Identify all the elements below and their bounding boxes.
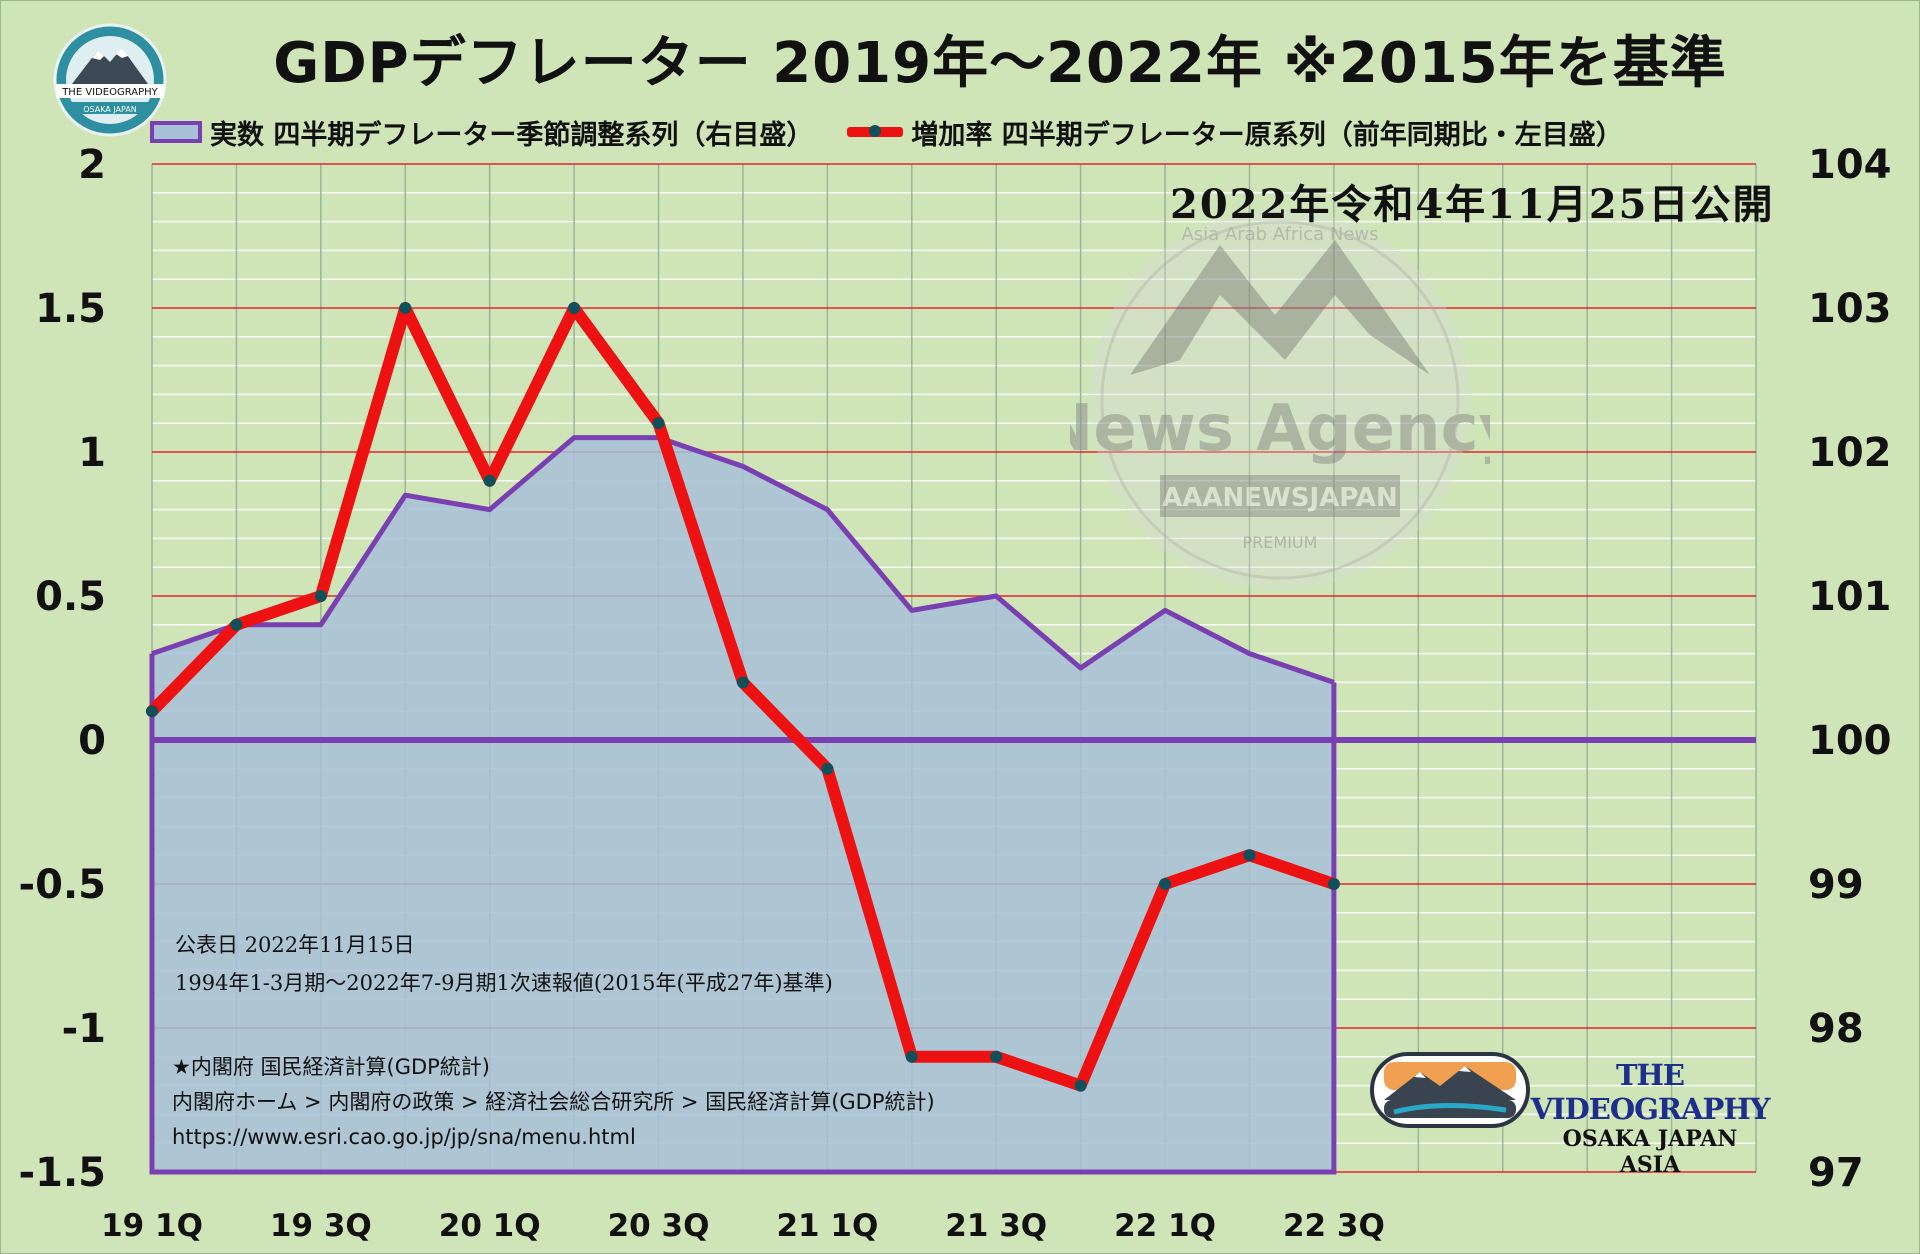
y-right-tick-label: 101	[1808, 574, 1892, 620]
y-left-tick-label: -1.5	[19, 1150, 106, 1196]
watermark-sub: PREMIUM	[1243, 533, 1318, 552]
growth-rate-point	[652, 417, 665, 430]
brand-text: THE VIDEOGRAPHY OSAKA JAPAN ASIA	[1530, 1058, 1771, 1178]
watermark-seal-icon: News Agency AAANEWSJAPAN PREMIUM Asia Ar…	[1070, 210, 1490, 590]
source-line-2: 内閣府ホーム > 内閣府の政策 > 経済社会総合研究所 > 国民経済計算(GDP…	[172, 1090, 935, 1114]
growth-rate-point	[990, 1050, 1003, 1063]
publication-date: 2022年令和4年11月25日公開	[1170, 181, 1775, 228]
legend-item-line: 増加率 四半期デフレーター原系列（前年同期比・左目盛）	[847, 113, 1623, 152]
growth-rate-point	[905, 1050, 918, 1063]
source-info: ★内閣府 国民経済計算(GDP統計) 内閣府ホーム > 内閣府の政策 > 経済社…	[172, 1050, 935, 1155]
logo-label: THE VIDEOGRAPHY	[61, 87, 158, 98]
legend-item-area: 実数 四半期デフレーター季節調整系列（右目盛）	[150, 113, 813, 152]
legend: 実数 四半期デフレーター季節調整系列（右目盛） 増加率 四半期デフレーター原系列…	[150, 110, 1623, 154]
watermark-ribbon: AAANEWSJAPAN	[1162, 483, 1398, 513]
source-url: https://www.esri.cao.go.jp/jp/sna/menu.h…	[172, 1125, 636, 1149]
notes-line-1: 公表日 2022年11月15日	[175, 933, 415, 957]
logo-sub: OSAKA JAPAN	[83, 105, 137, 114]
y-left-tick-label: 2	[78, 142, 106, 188]
growth-rate-point	[314, 590, 327, 602]
growth-rate-point	[399, 302, 412, 314]
growth-rate-point	[1074, 1079, 1087, 1092]
y-right-tick-label: 103	[1808, 286, 1892, 332]
y-right-tick-label: 104	[1808, 142, 1892, 188]
area-series-line	[151, 435, 1335, 685]
notes-line-2: 1994年1-3月期～2022年7-9月期1次速報値(2015年(平成27年)基…	[175, 971, 833, 995]
growth-rate-point	[230, 618, 243, 631]
source-line-1: ★内閣府 国民経済計算(GDP統計)	[172, 1055, 490, 1079]
growth-rate-point	[1159, 878, 1172, 890]
area-fill	[152, 437, 1334, 1173]
x-tick-label: 20 3Q	[608, 1208, 710, 1244]
x-tick-label: 20 1Q	[439, 1208, 541, 1244]
x-tick-label: 21 1Q	[776, 1208, 878, 1244]
y-left-tick-label: 1	[78, 430, 106, 476]
y-right-tick-label: 97	[1808, 1150, 1864, 1196]
axes: 2 1.5 1 0.5 0 -0.5 -1 -1.5 104 103 102 101 100 99 98 97…	[19, 142, 1892, 1244]
x-tick-label: 19 3Q	[270, 1208, 372, 1244]
area-outline-frame	[149, 653, 1337, 1175]
x-tick-label: 22 1Q	[1114, 1208, 1216, 1244]
brand-name: THE VIDEOGRAPHY	[1530, 1058, 1771, 1126]
chart-title: GDPデフレーター 2019年～2022年 ※2015年を基準	[273, 31, 1727, 96]
growth-rate-point	[821, 762, 834, 775]
y-left-tick-label: 0.5	[35, 574, 106, 620]
legend-swatch-line	[847, 125, 904, 137]
y-right-tick-label: 98	[1808, 1006, 1864, 1052]
y-right-tick-label: 99	[1808, 862, 1864, 908]
growth-rate-point	[1327, 878, 1340, 890]
brand-tagline: OSAKA JAPAN ASIA	[1562, 1126, 1738, 1178]
growth-rate-point	[1243, 849, 1256, 862]
y-left-tick-label: 1.5	[35, 286, 106, 332]
legend-label-line: 増加率 四半期デフレーター原系列（前年同期比・左目盛）	[911, 119, 1623, 151]
line-series	[146, 302, 1340, 1092]
y-left-tick-label: -0.5	[19, 862, 106, 908]
y-right-tick-label: 102	[1808, 430, 1892, 476]
legend-label-area: 実数 四半期デフレーター季節調整系列（右目盛）	[210, 119, 814, 151]
notes: 公表日 2022年11月15日 1994年1-3月期～2022年7-9月期1次速…	[175, 926, 833, 1002]
videography-logo-icon: THE VIDEOGRAPHY OSAKA JAPAN	[53, 23, 167, 137]
x-tick-label: 22 3Q	[1283, 1208, 1385, 1244]
growth-rate-point	[483, 474, 496, 487]
x-tick-label: 19 1Q	[101, 1208, 203, 1244]
growth-rate-point	[736, 676, 749, 689]
y-right-tick-label: 100	[1808, 718, 1892, 764]
watermark-main: News Agency	[1070, 392, 1490, 466]
watermark-arc-text: Asia Arab Africa News	[1181, 224, 1378, 245]
growth-rate-point	[146, 705, 158, 718]
growth-rate-point	[568, 302, 581, 314]
x-tick-label: 21 3Q	[945, 1208, 1047, 1244]
area-series	[149, 435, 1756, 1175]
y-left-tick-label: 0	[78, 718, 106, 764]
legend-swatch-area	[150, 121, 202, 143]
videography-badge-icon	[1370, 1052, 1530, 1128]
y-left-tick-label: -1	[62, 1006, 106, 1052]
